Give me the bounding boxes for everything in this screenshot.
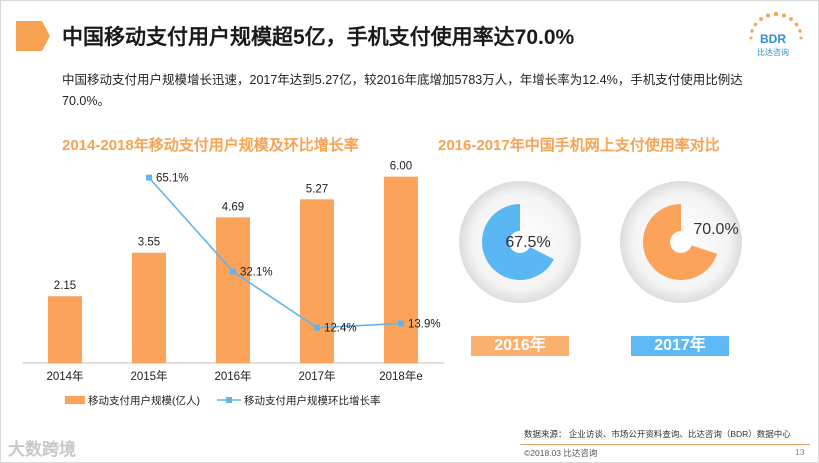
copyright: ©2018.03 比达咨询 xyxy=(524,448,598,458)
donut-disc xyxy=(620,181,742,303)
bar xyxy=(216,217,250,363)
page-number: 13 xyxy=(795,447,805,457)
donut-year-label: 2017年 xyxy=(631,336,729,356)
bar-chart-title: 2014-2018年移动支付用户规模及环比增长率 xyxy=(62,137,359,154)
growth-point xyxy=(398,320,404,327)
x-tick-label: 2018年e xyxy=(379,369,422,383)
growth-point xyxy=(314,324,320,331)
donut-year-label: 2016年 xyxy=(471,336,569,356)
watermark: 大数跨境 xyxy=(8,440,76,459)
donut-disc xyxy=(459,181,581,303)
bar-value-label: 3.55 xyxy=(138,237,160,249)
donut-slice xyxy=(482,204,554,280)
donut-chart-title: 2016-2017年中国手机网上支付使用率对比 xyxy=(438,137,720,154)
bar-value-label: 2.15 xyxy=(54,280,76,292)
bar xyxy=(48,296,82,363)
growth-point xyxy=(230,268,236,275)
growth-point xyxy=(146,174,152,181)
footer-divider xyxy=(520,444,810,445)
x-tick-label: 2015年 xyxy=(130,369,167,383)
logo-subtitle: 比达咨询 xyxy=(757,48,789,57)
legend-line-marker xyxy=(226,397,232,403)
legend-bar-label: 移动支付用户规模(亿人) xyxy=(88,394,200,407)
bar-value-label: 4.69 xyxy=(222,201,244,213)
donut-value-label: 70.0% xyxy=(693,221,738,238)
bar xyxy=(300,199,334,363)
logo-text: BDR xyxy=(760,32,786,46)
growth-label: 13.9% xyxy=(408,318,441,330)
donut-value-label: 67.5% xyxy=(505,234,550,251)
x-tick-label: 2014年 xyxy=(46,369,83,383)
growth-label: 65.1% xyxy=(156,173,189,185)
x-tick-label: 2017年 xyxy=(298,369,335,383)
bar xyxy=(132,252,166,363)
growth-label: 12.4% xyxy=(324,323,357,335)
page-title: 中国移动支付用户规模超5亿，手机支付使用率达70.0% xyxy=(62,26,575,49)
x-tick-label: 2016年 xyxy=(214,369,251,383)
growth-label: 32.1% xyxy=(240,267,273,279)
bar-value-label: 5.27 xyxy=(306,183,328,195)
summary-paragraph: 中国移动支付用户规模增长迅速，2017年达到5.27亿，较2016年底增加578… xyxy=(62,73,743,108)
title-tag-icon xyxy=(16,21,50,51)
donut-slice xyxy=(643,204,718,280)
bar-value-label: 6.00 xyxy=(390,161,412,173)
bar xyxy=(384,176,418,363)
growth-line xyxy=(148,177,402,329)
legend-line-label: 移动支付用户规模环比增长率 xyxy=(244,394,381,407)
bdr-logo-icon xyxy=(749,11,803,40)
data-source: 数据来源： 企业访谈、市场公开资料查询、比达咨询（BDR）数据中心 xyxy=(524,429,791,439)
legend-bar-swatch xyxy=(65,396,85,404)
